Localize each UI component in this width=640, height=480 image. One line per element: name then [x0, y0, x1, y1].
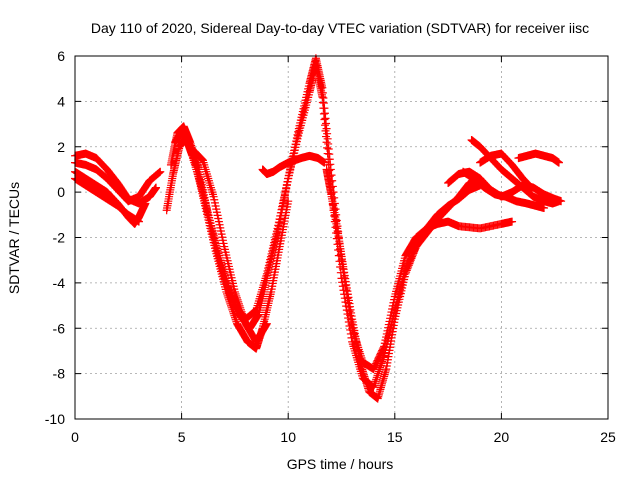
x-tick-label: 20 — [494, 429, 510, 445]
data-points — [71, 54, 566, 403]
y-tick-label: -2 — [53, 230, 66, 246]
data-marks — [162, 54, 517, 374]
data-marks — [258, 151, 329, 178]
data-marks — [322, 165, 485, 403]
series-14 — [514, 149, 563, 167]
x-axis-title: GPS time / hours — [287, 456, 394, 472]
chart-title: Day 110 of 2020, Sidereal Day-to-day VTE… — [91, 20, 589, 36]
y-tick-label: -4 — [53, 275, 66, 291]
y-tick-label: 0 — [57, 184, 65, 200]
data-marks — [459, 167, 549, 213]
series-13 — [459, 167, 549, 213]
y-tick-label: -8 — [53, 366, 66, 382]
y-tick-labels: -10 -8 -6 -4 -2 0 2 4 6 — [45, 48, 65, 427]
data-marks — [476, 149, 534, 190]
data-marks — [514, 149, 563, 167]
y-tick-label: -10 — [45, 411, 65, 427]
series-8 — [190, 147, 271, 346]
y-tick-label: -6 — [53, 320, 66, 336]
x-tick-label: 25 — [600, 429, 616, 445]
series-9 — [258, 151, 329, 178]
axis-ticks — [74, 55, 609, 420]
y-tick-label: 6 — [57, 48, 65, 64]
series-10 — [322, 165, 485, 403]
y-tick-label: 2 — [57, 139, 65, 155]
x-tick-label: 10 — [280, 429, 296, 445]
series-15 — [476, 149, 534, 190]
y-tick-label: 4 — [57, 93, 65, 109]
x-tick-label: 5 — [178, 429, 186, 445]
series-5 — [162, 54, 517, 374]
y-axis-title: SDTVAR / TECUs — [6, 182, 22, 294]
x-tick-labels: 0 5 10 15 20 25 — [71, 429, 616, 445]
x-tick-label: 15 — [387, 429, 403, 445]
x-tick-label: 0 — [71, 429, 79, 445]
data-marks — [190, 147, 271, 346]
